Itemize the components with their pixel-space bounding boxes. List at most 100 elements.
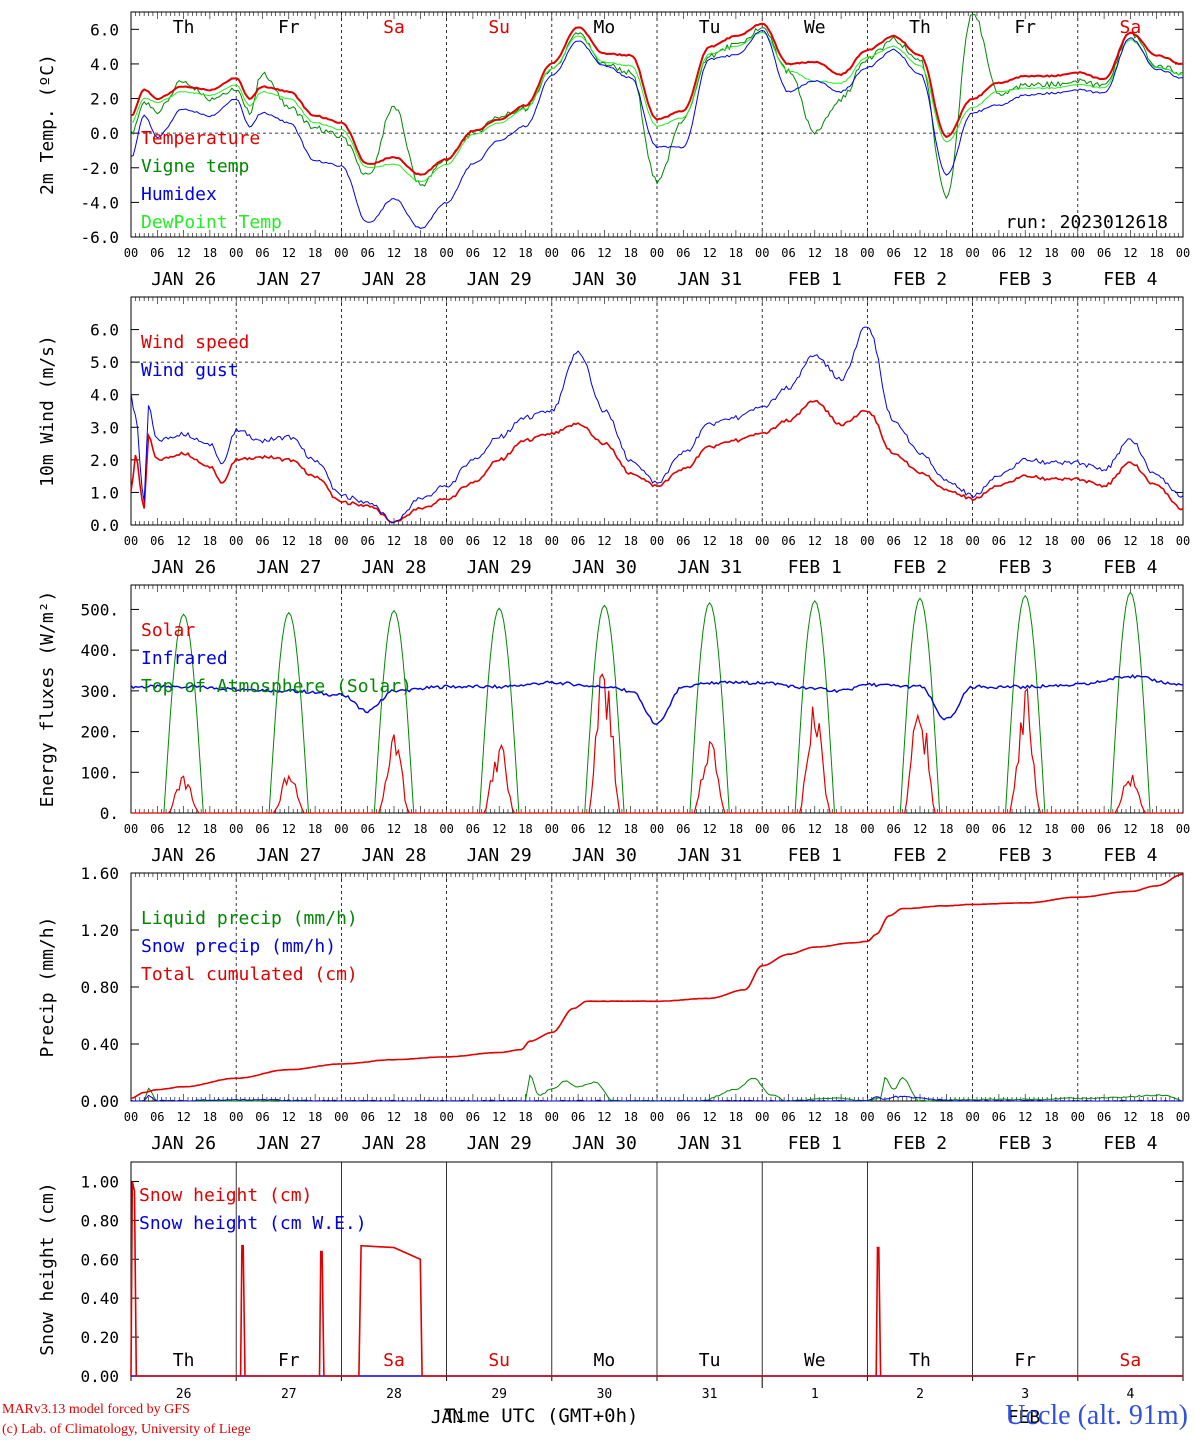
hour-label: 00 (229, 534, 243, 548)
month-label: FEB (1008, 1407, 1041, 1428)
credit-line-lab: (c) Lab. of Climatology, University of L… (2, 1422, 251, 1437)
weekday-label: Fr (278, 1350, 300, 1371)
hour-label: 00 (650, 246, 664, 260)
date-label: JAN 29 (467, 845, 532, 866)
hour-label: 00 (334, 246, 348, 260)
hour-label: 00 (755, 822, 769, 836)
date-label: JAN 29 (467, 1133, 532, 1154)
hour-label: 18 (623, 534, 637, 548)
hour-label: 18 (834, 822, 848, 836)
hour-label: 06 (781, 822, 795, 836)
weekday-label: Tu (699, 1350, 721, 1371)
day-number: 1 (811, 1387, 819, 1402)
hour-label: 00 (124, 246, 138, 260)
hour-label: 12 (597, 246, 611, 260)
hour-label: 00 (124, 1110, 138, 1124)
date-label: JAN 28 (361, 557, 426, 578)
hour-label: 06 (360, 534, 374, 548)
series-line-wind-gust (130, 326, 1184, 524)
y-tick-label: 4.0 (90, 386, 119, 405)
y-axis-label: Snow height (cm) (37, 1182, 58, 1355)
y-tick-label: 0.0 (90, 124, 119, 143)
hour-label: 06 (781, 534, 795, 548)
hour-label: 00 (229, 246, 243, 260)
hour-label: 18 (1044, 822, 1058, 836)
hour-label: 06 (1097, 1110, 1111, 1124)
weekday-label: We (804, 17, 826, 38)
hour-label: 06 (676, 534, 690, 548)
date-label: JAN 26 (151, 845, 216, 866)
hour-label: 00 (965, 534, 979, 548)
hour-label: 12 (282, 534, 296, 548)
weekday-label: Mo (594, 17, 616, 38)
hour-label: 00 (229, 822, 243, 836)
hour-label: 18 (518, 822, 532, 836)
y-tick-label: 500. (80, 600, 119, 619)
hour-label: 18 (1044, 534, 1058, 548)
hour-label: 12 (492, 534, 506, 548)
day-number: 30 (597, 1387, 613, 1402)
hour-label: 18 (1149, 822, 1163, 836)
hour-label: 00 (860, 246, 874, 260)
hour-label: 00 (650, 534, 664, 548)
hour-label: 12 (808, 822, 822, 836)
hour-label: 00 (545, 1110, 559, 1124)
hour-label: 00 (334, 822, 348, 836)
y-tick-label: 1.20 (80, 921, 119, 940)
weekday-label: Th (173, 17, 195, 38)
day-number: 2 (916, 1387, 924, 1402)
hour-label: 06 (360, 1110, 374, 1124)
hour-label: 12 (1018, 534, 1032, 548)
hour-label: 18 (834, 246, 848, 260)
y-tick-label: 200. (80, 723, 119, 742)
hour-label: 00 (1071, 246, 1085, 260)
hour-label: 00 (755, 534, 769, 548)
hour-label: 18 (623, 822, 637, 836)
hour-label: 12 (492, 1110, 506, 1124)
hour-label: 00 (1071, 1110, 1085, 1124)
date-label: JAN 27 (256, 557, 321, 578)
hour-label: 18 (518, 534, 532, 548)
y-tick-label: -4.0 (80, 193, 119, 212)
date-label: JAN 28 (361, 845, 426, 866)
date-label: JAN 27 (256, 269, 321, 290)
y-tick-label: 6.0 (90, 20, 119, 39)
y-tick-label: 0.60 (80, 1250, 119, 1269)
hour-label: 12 (1018, 822, 1032, 836)
y-tick-label: 0.0 (90, 516, 119, 535)
hour-label: 00 (1176, 1110, 1190, 1124)
hour-label: 00 (1176, 534, 1190, 548)
hour-label: 12 (492, 246, 506, 260)
hour-label: 00 (545, 822, 559, 836)
hour-label: 12 (702, 822, 716, 836)
hour-label: 06 (571, 534, 585, 548)
hour-label: 06 (466, 1110, 480, 1124)
hour-label: 12 (176, 534, 190, 548)
date-label: FEB 3 (998, 557, 1052, 578)
y-axis-label: Energy fluxes (W/m²) (37, 591, 58, 808)
hour-label: 06 (360, 822, 374, 836)
hour-label: 12 (597, 822, 611, 836)
hour-label: 00 (650, 1110, 664, 1124)
hour-label: 06 (1097, 534, 1111, 548)
legend-entry: Solar (141, 620, 195, 641)
y-axis-label: Precip (mm/h) (37, 917, 58, 1058)
hour-label: 18 (1044, 1110, 1058, 1124)
hour-label: 06 (150, 1110, 164, 1124)
hour-label: 00 (1176, 822, 1190, 836)
day-number: 26 (176, 1387, 192, 1402)
weekday-label: Su (488, 17, 510, 38)
date-label: FEB 4 (1103, 845, 1157, 866)
hour-label: 18 (413, 822, 427, 836)
weekday-label: Fr (1014, 1350, 1036, 1371)
hour-label: 06 (886, 534, 900, 548)
hour-label: 12 (1123, 246, 1137, 260)
legend-entry: Liquid precip (mm/h) (141, 908, 358, 929)
date-label: JAN 30 (572, 1133, 637, 1154)
date-label: FEB 3 (998, 269, 1052, 290)
hour-label: 12 (702, 534, 716, 548)
hour-label: 18 (413, 534, 427, 548)
date-label: FEB 1 (788, 557, 842, 578)
series-line-humidex (130, 29, 1184, 229)
